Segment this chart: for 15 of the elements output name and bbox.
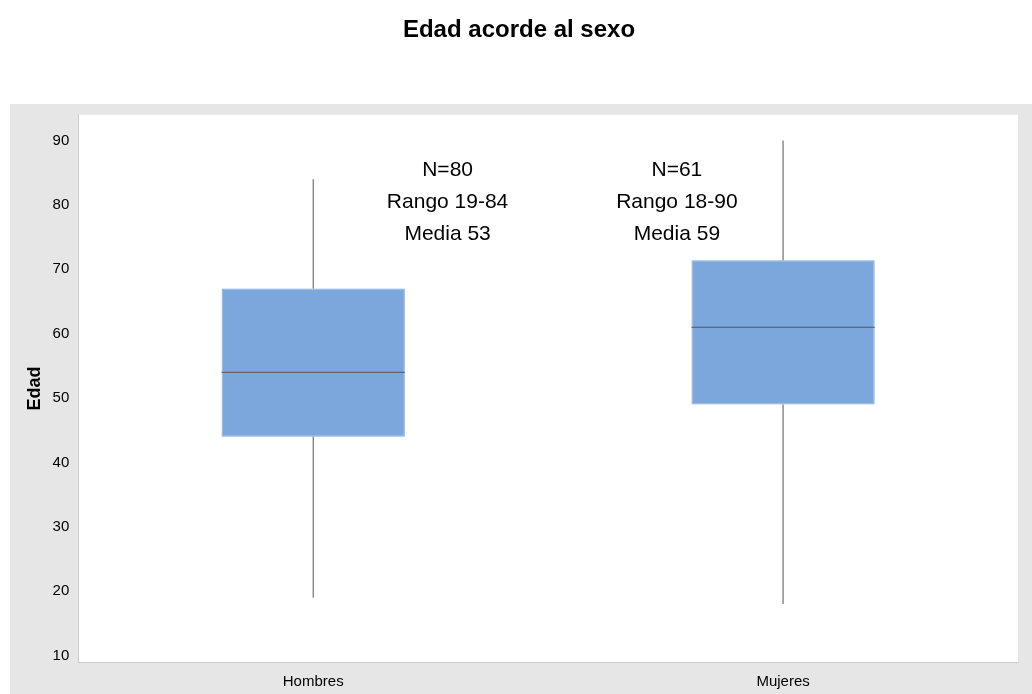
y-tick-label: 60 (52, 323, 70, 341)
x-tick-label: Mujeres (756, 672, 810, 690)
annotation: N=80 Rango 19-84 Media 53 (386, 157, 509, 245)
y-tick-label: 20 (52, 581, 70, 599)
annotation: N=61 Rango 18-90 Media 59 (616, 157, 738, 245)
y-tick-label: 70 (52, 259, 70, 277)
y-tick-label: 50 (52, 388, 70, 406)
y-tick-label: 40 (52, 452, 70, 470)
y-tick-label: 30 (52, 516, 70, 534)
y-tick-label: 10 (52, 645, 70, 663)
y-tick-label: 90 (52, 130, 70, 148)
x-tick-label: Hombres (282, 672, 344, 690)
chart-title: Edad acorde al sexo (402, 15, 636, 43)
y-axis-title: Edad (23, 366, 44, 411)
y-tick-label: 80 (52, 195, 70, 213)
